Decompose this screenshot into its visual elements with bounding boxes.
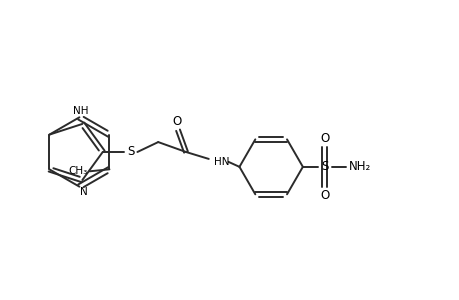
Text: S: S — [127, 146, 134, 158]
Text: NH: NH — [73, 106, 88, 116]
Text: N: N — [80, 187, 88, 197]
Text: O: O — [172, 115, 181, 128]
Text: O: O — [319, 189, 329, 202]
Text: HN: HN — [213, 157, 229, 167]
Text: S: S — [320, 160, 328, 173]
Text: NH₂: NH₂ — [347, 160, 370, 173]
Text: CH₃: CH₃ — [68, 166, 88, 176]
Text: O: O — [319, 132, 329, 145]
